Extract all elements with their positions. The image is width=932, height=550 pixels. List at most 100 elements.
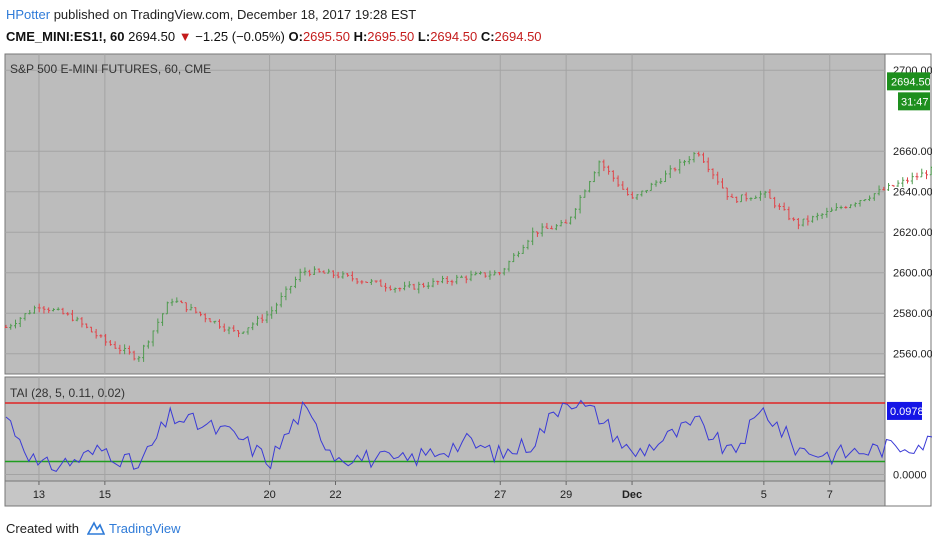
price-bar [768,189,772,199]
price-bar [763,190,767,198]
price-bar [312,266,316,275]
tai-tick-label: 0.0000 [893,470,927,482]
price-bar [293,276,297,289]
price-bar [891,184,895,187]
price-bar [246,327,250,335]
grid-lines [5,54,885,481]
price-bar [274,302,278,314]
price-bar [901,177,905,188]
price-bar [616,175,620,187]
price-panel [4,53,886,375]
price-bar [127,345,131,355]
price-bar [758,190,762,201]
countdown-label: 31:47 [901,96,929,108]
price-bar [417,281,421,294]
price-chart-title: S&P 500 E-MINI FUTURES, 60, CME [10,62,211,76]
tai-panel [4,376,886,482]
price-bar [365,281,369,283]
price-bar [535,231,539,237]
time-axis-bar [4,480,886,507]
price-bar [422,282,426,288]
price-bar [265,310,269,324]
price-tick-label: 2600.00 [893,268,932,280]
price-bar [199,311,203,317]
price-bar [630,191,634,199]
price-bar [118,344,122,355]
price-bar [303,267,307,276]
last-price-label: 2694.50 [891,76,931,88]
price-bar [350,271,354,282]
price-bar [18,317,22,328]
price-bar [815,212,819,221]
price-bar [241,331,245,335]
last-price-badge [887,72,930,91]
price-bar [602,159,606,172]
price-bar [426,281,430,289]
price-bar [588,180,592,193]
price-bar [701,152,705,163]
price-bar [255,315,259,326]
price-bar [839,205,843,210]
price-bars [4,151,932,362]
price-bar [706,157,710,173]
price-bar [773,196,777,209]
price-bar [388,285,392,291]
price-bar [32,305,36,314]
time-tick-label: Dec [622,489,642,501]
price-bar [811,215,815,223]
price-bar [51,308,55,312]
price-bar [507,260,511,272]
ticker-symbol[interactable]: CME_MINI:ES1!, 60 [6,29,125,44]
price-bar [483,272,487,278]
price-bar [175,297,179,303]
tradingview-link[interactable]: TradingView [86,520,181,536]
price-bar [887,183,891,191]
price-bar [820,213,824,219]
price-bar [9,323,13,330]
price-bar [37,303,41,313]
price-bar [573,208,577,220]
price-bar [28,309,32,315]
low-label: L: [417,29,431,44]
price-bar [611,170,615,182]
price-bar [445,276,449,285]
chart-area[interactable]: S&P 500 E-MINI FUTURES, 60, CME 2700.0026… [0,50,932,514]
price-bar [398,287,402,292]
price-bar [80,317,84,328]
price-tick-label: 2660.00 [893,146,932,158]
price-bar [374,280,378,283]
tai-line [5,399,932,473]
price-tick-label: 2640.00 [893,187,932,199]
price-bar [132,350,136,361]
price-bar [849,204,853,209]
price-bar [113,341,117,349]
price-bar [578,194,582,214]
low-value: 2694.50 [430,29,478,44]
price-bar [592,171,596,183]
price-bar [564,219,568,224]
price-bar [260,314,264,324]
price-change: −1.25 (−0.05%) [195,29,285,44]
price-bar [801,218,805,227]
price-bar [915,172,919,181]
price-bar [464,275,468,284]
price-bar [279,292,283,308]
time-tick-label: 20 [263,489,275,501]
author-link[interactable]: HPotter [6,7,51,22]
price-bar [94,328,98,339]
tai-value-badge [887,401,922,420]
price-bar [331,270,335,279]
price-bar [213,320,217,324]
price-bar [896,180,900,187]
high-value: 2695.50 [367,29,415,44]
price-bar [668,165,672,179]
price-bar [659,178,663,185]
price-bar [749,197,753,201]
price-bar [493,270,497,276]
price-bar [384,282,388,292]
price-bar [521,244,525,254]
price-bar [882,186,886,191]
tradingview-brand: TradingView [108,520,181,536]
time-tick-label: 5 [761,489,767,501]
created-with-text: Created with [6,520,79,536]
